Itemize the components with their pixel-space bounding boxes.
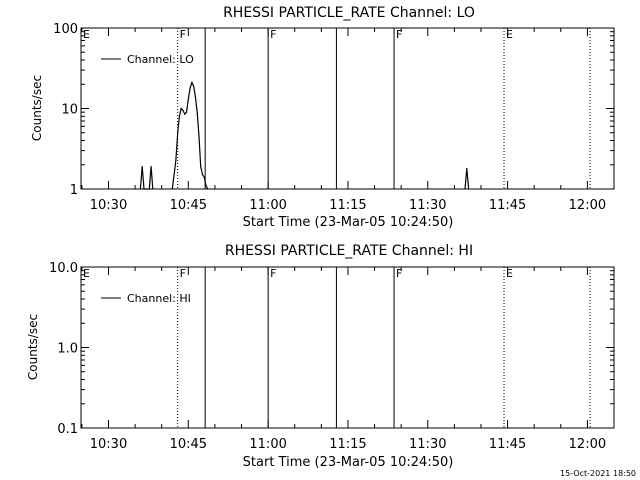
data-point — [205, 185, 207, 187]
y-tick-label: 10 — [61, 103, 78, 118]
data-point — [194, 96, 196, 98]
x-tick-label: 11:45 — [489, 437, 526, 452]
chart-title: RHESSI PARTICLE_RATE Channel: LO — [223, 5, 475, 21]
chart-title: RHESSI PARTICLE_RATE Channel: HI — [225, 243, 473, 259]
data-point — [200, 166, 202, 168]
generation-timestamp: 15-Oct-2021 18:50 — [560, 469, 636, 478]
x-tick-label: 11:15 — [329, 198, 366, 213]
data-point — [201, 174, 204, 176]
x-tick-label: 10:30 — [90, 198, 127, 213]
data-point — [466, 167, 468, 170]
data-point — [185, 111, 188, 113]
data-point — [177, 132, 179, 134]
legend-label: Channel: HI — [127, 292, 191, 305]
x-tick-label: 10:30 — [90, 437, 127, 452]
x-tick-label: 11:30 — [409, 437, 446, 452]
data-point — [468, 188, 470, 190]
annotation-label: E — [506, 28, 513, 41]
data-point — [189, 87, 191, 89]
data-point — [152, 188, 154, 190]
data-point — [182, 109, 184, 111]
legend-label: Channel: LO — [127, 53, 194, 66]
series-line — [171, 81, 209, 190]
annotation-label: E — [83, 267, 90, 280]
annotation-label: F — [180, 28, 186, 41]
y-tick-label: 100 — [53, 22, 78, 37]
lo-channel-panel: RHESSI PARTICLE_RATE Channel: LO Start T… — [30, 5, 615, 230]
data-point — [178, 115, 180, 117]
annotation-label: E — [83, 28, 90, 41]
data-point — [184, 113, 186, 115]
x-axis-label: Start Time (23-Mar-05 10:24:50) — [243, 455, 454, 470]
x-tick-label: 12:00 — [569, 437, 606, 452]
annotation-label: F — [270, 28, 276, 41]
data-point — [191, 82, 193, 84]
data-point — [180, 107, 182, 110]
x-tick-label: 11:15 — [329, 437, 366, 452]
x-tick-label: 10:45 — [170, 437, 207, 452]
y-axis-label: Counts/sec — [30, 75, 44, 141]
data-point — [196, 111, 198, 113]
x-tick-label: 11:45 — [489, 198, 526, 213]
x-tick-label: 12:00 — [569, 198, 606, 213]
annotation-label: F — [180, 267, 186, 280]
y-tick-label: 10.0 — [49, 261, 78, 276]
annotation-label: F — [396, 28, 402, 41]
hi-channel-panel: RHESSI PARTICLE_RATE Channel: HI Start T… — [26, 243, 615, 470]
y-tick-label: 1.0 — [57, 342, 78, 357]
x-tick-label: 11:00 — [249, 437, 286, 452]
x-tick-label: 11:00 — [249, 198, 286, 213]
data-point — [187, 98, 189, 100]
y-tick-label: 0.1 — [57, 422, 78, 437]
annotation-label: F — [396, 267, 402, 280]
x-tick-label: 11:30 — [409, 198, 446, 213]
data-point — [198, 135, 200, 137]
data-point — [193, 85, 195, 87]
x-axis-label: Start Time (23-Mar-05 10:24:50) — [243, 215, 454, 230]
data-point — [175, 159, 177, 161]
y-axis-label: Counts/sec — [26, 314, 40, 380]
data-point — [464, 188, 466, 190]
data-point — [203, 176, 205, 178]
annotation-label: F — [270, 267, 276, 280]
series-line — [139, 166, 154, 190]
data-point — [139, 188, 141, 190]
data-point — [148, 188, 150, 190]
data-point — [150, 166, 152, 168]
data-point — [141, 166, 143, 168]
data-point — [207, 188, 209, 190]
x-tick-label: 10:45 — [170, 198, 207, 213]
data-point — [171, 188, 173, 190]
data-point — [143, 188, 145, 190]
annotation-label: E — [506, 267, 513, 280]
y-tick-label: 1 — [70, 183, 78, 198]
